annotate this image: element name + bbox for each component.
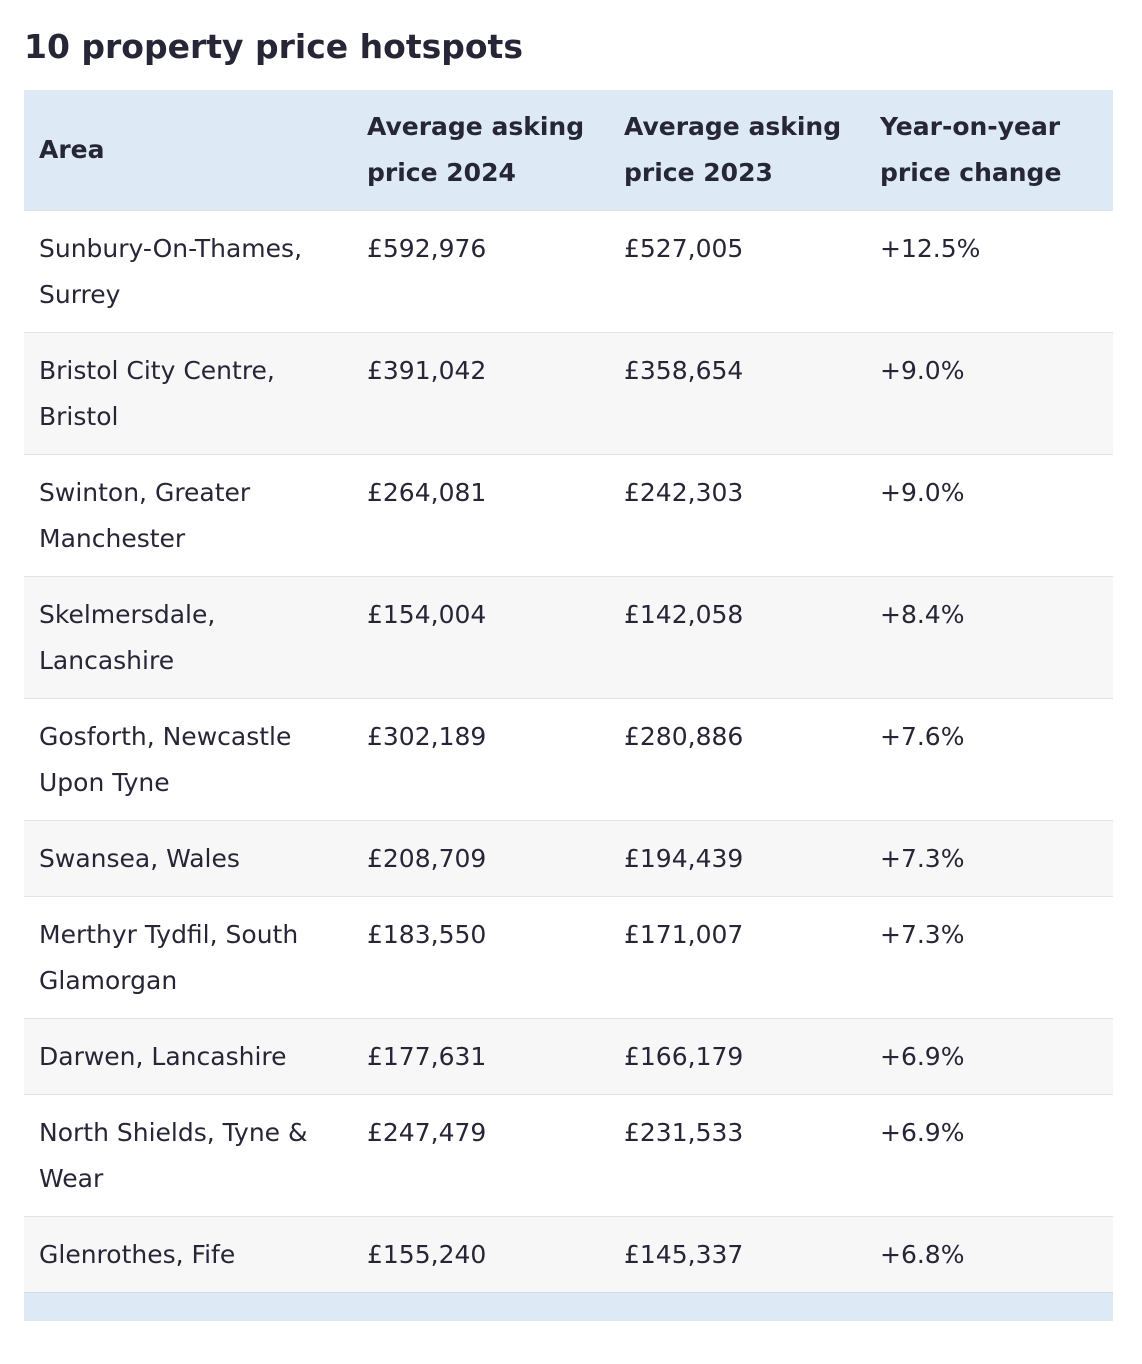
table-cell: £177,631 [352,1018,609,1095]
table-row: Swinton, Greater Manchester £264,081 £242,… [24,454,1113,577]
table-cell: +7.6% [865,698,1113,821]
table-cell: +9.0% [865,332,1113,455]
table-cell: +9.0% [865,454,1113,577]
table-row: Sunbury-On-Thames, Surrey £592,976 £527,00… [24,210,1113,333]
table-cell: North Shields, Tyne & Wear [24,1094,352,1217]
table-cell: £166,179 [609,1018,865,1095]
table-cell: +6.9% [865,1018,1113,1095]
table-row: Darwen, Lancashire £177,631 £166,179 +6.9% [24,1018,1113,1095]
table-cell: Swinton, Greater Manchester [24,454,352,577]
table-cell: £242,303 [609,454,865,577]
table-row: North Shields, Tyne & Wear £247,479 £231,5… [24,1094,1113,1217]
table-cell: £142,058 [609,576,865,699]
table-cell: £247,479 [352,1094,609,1217]
table-cell: +12.5% [865,210,1113,333]
table-cell: £155,240 [352,1216,609,1293]
price-table: Area Average asking price 2024 Average ask… [24,90,1113,1321]
table-cell: Darwen, Lancashire [24,1018,352,1095]
table-row: Glenrothes, Fife £155,240 £145,337 +6.8% [24,1216,1113,1293]
table-cell: Gosforth, Newcastle Upon Tyne [24,698,352,821]
table-cell: £154,004 [352,576,609,699]
table-row: Skelmersdale, Lancashire £154,004 £142,058… [24,576,1113,699]
table-cell: Bristol City Centre, Bristol [24,332,352,455]
table-cell: £208,709 [352,820,609,897]
table-cell: Merthyr Tydfil, South Glamorgan [24,896,352,1019]
table-cell: Skelmersdale, Lancashire [24,576,352,699]
table-cell: +7.3% [865,896,1113,1019]
table-cell: Sunbury-On-Thames, Surrey [24,210,352,333]
table-cell: £391,042 [352,332,609,455]
table-cell: +7.3% [865,820,1113,897]
header-row: Area Average asking price 2024 Average ask… [24,90,1113,211]
table-cell: £194,439 [609,820,865,897]
header-cell: Average asking price 2024 [352,90,609,211]
table-cell: £145,337 [609,1216,865,1293]
table-cell: +8.4% [865,576,1113,699]
table-cell: £592,976 [352,210,609,333]
table-cell: Swansea, Wales [24,820,352,897]
table-cell: £358,654 [609,332,865,455]
header-cell: Year-on-year price change [865,90,1113,211]
table-cell: £527,005 [609,210,865,333]
table-cell: £264,081 [352,454,609,577]
table-body: Sunbury-On-Thames, Surrey £592,976 £527,00… [24,210,1113,1293]
header-cell: Average asking price 2023 [609,90,865,211]
table-cell: +6.9% [865,1094,1113,1217]
table-cell: £183,550 [352,896,609,1019]
table-footer [24,1292,1113,1321]
table-cell: £231,533 [609,1094,865,1217]
header-cell: Area [24,90,352,211]
table-row: Gosforth, Newcastle Upon Tyne £302,189 £28… [24,698,1113,821]
footer-bar [24,1292,1113,1321]
table-header: Area Average asking price 2024 Average ask… [24,90,1113,211]
table-cell: £171,007 [609,896,865,1019]
table-row: Bristol City Centre, Bristol £391,042 £358… [24,332,1113,455]
table-row: Swansea, Wales £208,709 £194,439 +7.3% [24,820,1113,897]
table-cell: +6.8% [865,1216,1113,1293]
table-cell: £302,189 [352,698,609,821]
table-row: Merthyr Tydfil, South Glamorgan £183,550 £… [24,896,1113,1019]
table-cell: Glenrothes, Fife [24,1216,352,1293]
table-cell: £280,886 [609,698,865,821]
title: 10 property price hotspots [24,27,523,66]
